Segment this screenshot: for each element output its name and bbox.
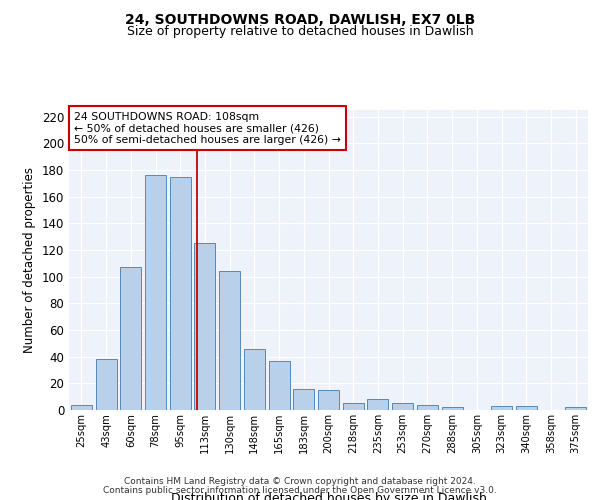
- Bar: [318, 390, 339, 410]
- Bar: [244, 348, 265, 410]
- Bar: [194, 244, 215, 410]
- Bar: [565, 408, 586, 410]
- Bar: [219, 272, 240, 410]
- Bar: [442, 408, 463, 410]
- Text: 24, SOUTHDOWNS ROAD, DAWLISH, EX7 0LB: 24, SOUTHDOWNS ROAD, DAWLISH, EX7 0LB: [125, 12, 475, 26]
- Y-axis label: Number of detached properties: Number of detached properties: [23, 167, 36, 353]
- Bar: [170, 176, 191, 410]
- Bar: [516, 406, 537, 410]
- X-axis label: Distribution of detached houses by size in Dawlish: Distribution of detached houses by size …: [170, 492, 487, 500]
- Bar: [95, 360, 116, 410]
- Bar: [120, 268, 141, 410]
- Bar: [293, 388, 314, 410]
- Text: Size of property relative to detached houses in Dawlish: Size of property relative to detached ho…: [127, 25, 473, 38]
- Bar: [392, 404, 413, 410]
- Text: Contains public sector information licensed under the Open Government Licence v3: Contains public sector information licen…: [103, 486, 497, 495]
- Bar: [71, 404, 92, 410]
- Text: Contains HM Land Registry data © Crown copyright and database right 2024.: Contains HM Land Registry data © Crown c…: [124, 477, 476, 486]
- Text: 24 SOUTHDOWNS ROAD: 108sqm
← 50% of detached houses are smaller (426)
50% of sem: 24 SOUTHDOWNS ROAD: 108sqm ← 50% of deta…: [74, 112, 341, 144]
- Bar: [417, 404, 438, 410]
- Bar: [269, 360, 290, 410]
- Bar: [491, 406, 512, 410]
- Bar: [145, 176, 166, 410]
- Bar: [343, 404, 364, 410]
- Bar: [367, 400, 388, 410]
